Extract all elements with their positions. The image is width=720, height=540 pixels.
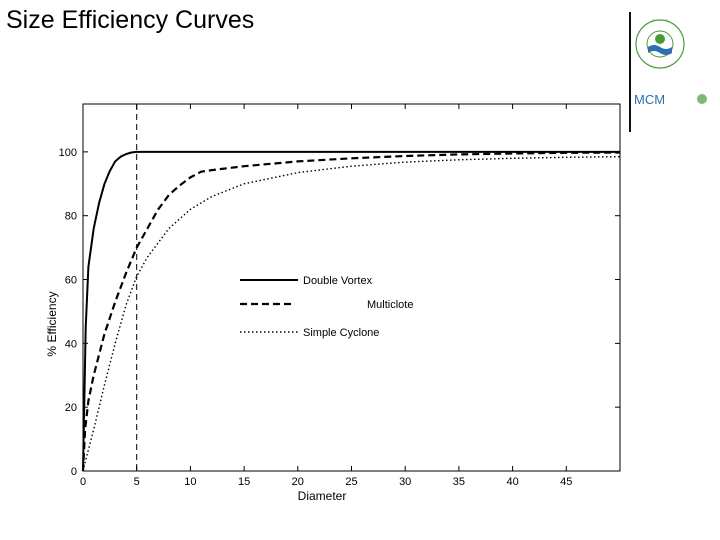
y-axis-label: % Efficiency — [45, 291, 59, 356]
wordmark-text: MCM — [634, 92, 665, 107]
legend-label: Multiclote — [367, 299, 413, 311]
y-tick-label: 20 — [65, 402, 77, 414]
x-axis-label: Diameter — [298, 489, 347, 503]
y-tick-label: 0 — [71, 466, 77, 478]
legend: Double Vortex Multiclote Simple Cyclone — [240, 275, 413, 339]
mcm-wordmark-icon: MCM — [634, 92, 707, 107]
y-tick-label: 100 — [59, 147, 77, 159]
x-tick-label: 40 — [506, 476, 518, 488]
logo-divider — [629, 12, 631, 132]
y-tick-label: 60 — [65, 275, 77, 287]
y-axis: 0 20 40 60 80 100 — [59, 147, 620, 478]
series-line-simple-cyclone — [82, 156, 621, 472]
x-tick-label: 15 — [238, 476, 250, 488]
slide-title: Size Efficiency Curves — [6, 6, 255, 34]
x-tick-label: 25 — [345, 476, 357, 488]
legend-label: Double Vortex — [303, 275, 373, 287]
x-tick-label: 10 — [184, 476, 196, 488]
series-layer — [81, 150, 621, 472]
series-line-multiclote — [81, 151, 621, 472]
x-tick-label: 45 — [560, 476, 572, 488]
legend-label: Simple Cyclone — [303, 327, 379, 339]
x-tick-label: 0 — [80, 476, 86, 488]
x-tick-label: 20 — [292, 476, 304, 488]
svg-text:• • • • • •: • • • • • • — [653, 17, 668, 22]
x-tick-label: 30 — [399, 476, 411, 488]
x-axis: 0 5 10 15 20 25 30 35 40 45 — [80, 104, 572, 488]
y-tick-label: 40 — [65, 338, 77, 350]
x-tick-label: 5 — [134, 476, 140, 488]
epa-seal-icon: • • • • • • — [635, 17, 685, 69]
x-tick-label: 35 — [453, 476, 465, 488]
series-line-double-vortex — [82, 150, 620, 472]
y-tick-label: 80 — [65, 211, 77, 223]
agency-logo: • • • • • • MCM — [632, 14, 718, 114]
